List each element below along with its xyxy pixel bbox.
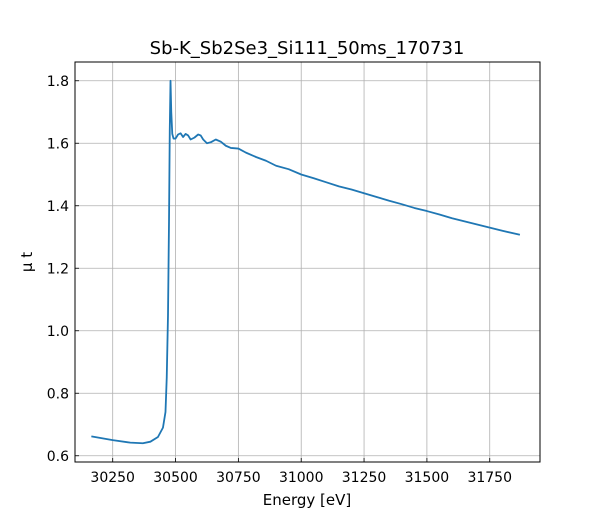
y-tick-label: 1.0: [47, 324, 69, 340]
y-tick-label: 0.6: [47, 449, 69, 465]
x-tick-label: 30500: [153, 470, 198, 486]
ticks: 30250 30500 30750 31000 31250 31500 31750 0.6 0.…: [47, 74, 512, 486]
x-tick-label: 31500: [405, 470, 450, 486]
y-tick-label: 0.8: [47, 386, 69, 402]
x-tick-label: 30250: [90, 470, 135, 486]
y-tick-label: 1.2: [47, 261, 69, 277]
series-line: [91, 79, 521, 445]
y-axis-label: μ t: [18, 252, 36, 272]
x-tick-label: 31000: [279, 470, 324, 486]
grid: [75, 62, 540, 462]
x-axis-label: Energy [eV]: [263, 491, 351, 509]
x-tick-label: 31250: [342, 470, 387, 486]
y-tick-label: 1.6: [47, 136, 69, 152]
x-tick-label: 31750: [467, 470, 512, 486]
y-tick-label: 1.4: [47, 199, 69, 215]
plot-area: [75, 62, 540, 462]
y-tick-label: 1.8: [47, 74, 69, 90]
chart-title: Sb-K_Sb2Se3_Si111_50ms_170731: [150, 38, 465, 59]
plot-frame: [74, 61, 541, 463]
x-tick-label: 30750: [216, 470, 261, 486]
